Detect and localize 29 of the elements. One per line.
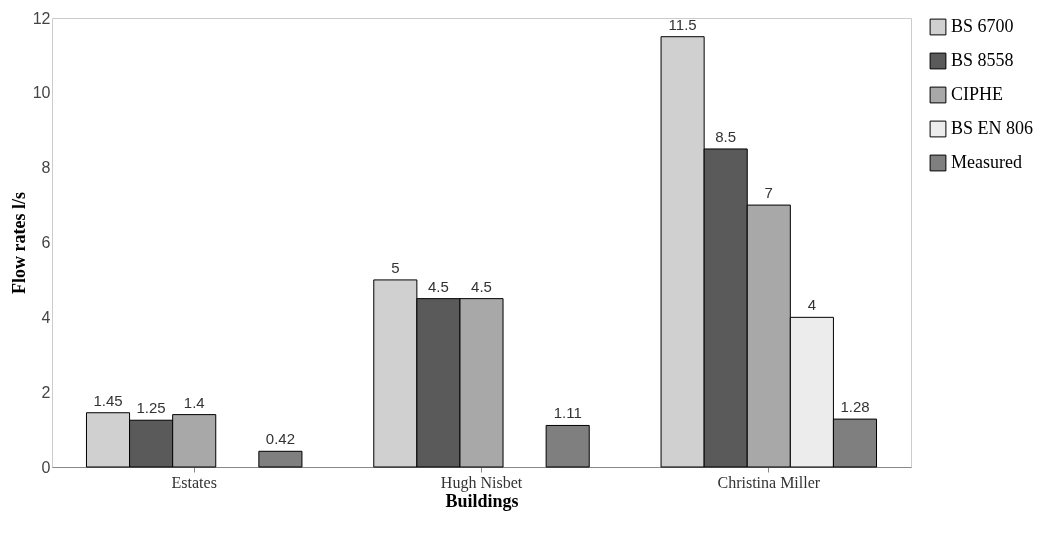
x-tick-label: Christina Miller (717, 473, 821, 491)
data-label: 7 (764, 184, 773, 202)
data-label: 4 (807, 296, 817, 314)
data-label: 5 (391, 258, 400, 276)
x-tick-label: Hugh Nisbet (440, 473, 523, 492)
y-tick-label: 6 (41, 234, 51, 251)
data-label: 4.5 (427, 277, 449, 295)
x-tick-label: Estates (171, 473, 217, 491)
y-tick-label: 0 (41, 458, 51, 476)
data-label: 11.5 (668, 15, 697, 33)
legend-label: BS 6700 (951, 16, 1014, 36)
y-axis-title: Flow rates l/s (8, 192, 29, 294)
y-tick-label: 2 (41, 383, 51, 401)
legend-label: BS 8558 (951, 50, 1014, 70)
data-label: 8.5 (715, 127, 737, 145)
data-label: 1.45 (93, 391, 123, 409)
data-label: 1.11 (553, 404, 582, 422)
legend-label: CIPHE (951, 84, 1004, 104)
y-tick-label: 4 (41, 308, 51, 326)
y-tick-label: 10 (32, 84, 51, 102)
legend-label: BS EN 806 (951, 118, 1034, 138)
y-tick-label: 12 (32, 9, 51, 27)
data-label: 1.28 (840, 398, 870, 416)
data-label: 4.5 (471, 277, 492, 295)
data-label: 1.25 (136, 399, 166, 417)
data-label: 0.42 (265, 430, 295, 448)
legend-label: Measured (951, 152, 1022, 172)
y-tick-label: 8 (41, 159, 51, 177)
data-label: 1.4 (183, 393, 205, 411)
